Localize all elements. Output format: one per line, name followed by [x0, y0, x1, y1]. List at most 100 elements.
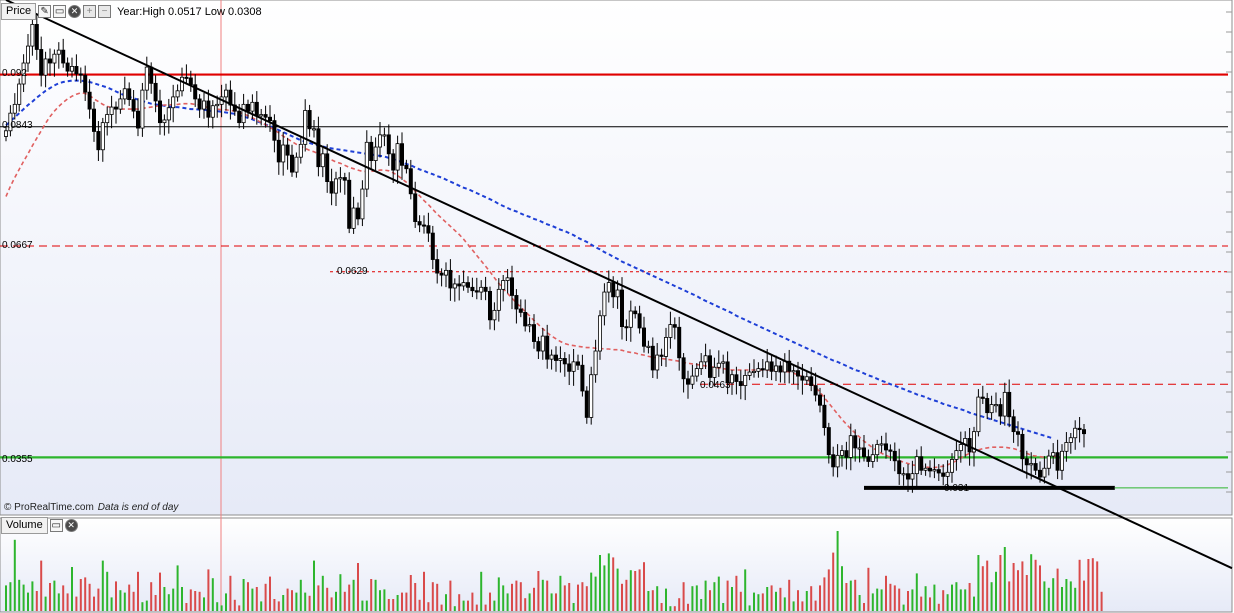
volume-bar [40, 560, 43, 611]
volume-bar [71, 567, 73, 611]
volume-bar [141, 602, 144, 611]
volume-bar [321, 575, 324, 611]
candle-body [237, 110, 242, 124]
candle-body [606, 282, 611, 293]
candle-body [74, 66, 79, 75]
volume-bar [106, 571, 109, 611]
candle-body [25, 45, 30, 64]
level-label-0092: 0.092 [2, 68, 28, 79]
candle-body [800, 375, 805, 381]
volume-bar [559, 575, 562, 611]
volume-bar [511, 583, 513, 611]
minus-icon[interactable]: − [98, 5, 112, 18]
volume-bar [643, 562, 645, 611]
volume-bar [770, 585, 773, 611]
volume-bar [189, 589, 192, 611]
volume-bar [31, 581, 34, 611]
watermark-note: Data is end of day [97, 502, 179, 513]
candle-body [615, 289, 620, 298]
volume-bar [66, 593, 69, 611]
candle-body [954, 450, 959, 460]
volume-bar [1043, 581, 1046, 611]
candle-body [21, 62, 26, 85]
volume-bar [207, 569, 210, 611]
candle-body [272, 120, 277, 141]
candle-body [844, 450, 849, 458]
candle-body [523, 311, 528, 327]
volume-bar [462, 600, 465, 611]
candle-body [791, 370, 796, 373]
volume-bar [357, 563, 359, 611]
plus-icon[interactable]: + [83, 5, 97, 18]
volume-bar [665, 588, 667, 611]
window-icon[interactable]: ▭ [49, 519, 63, 532]
candle-body [884, 443, 889, 451]
candle-body [329, 181, 334, 194]
volume-bar [524, 598, 527, 611]
volume-bar [735, 575, 738, 611]
volume-bar [629, 570, 632, 611]
volume-bar [823, 577, 826, 611]
candle-body [906, 473, 911, 480]
volume-bar [889, 583, 892, 611]
volume-bar [691, 586, 694, 611]
volume-bar [247, 582, 249, 611]
volume-bar [185, 603, 188, 611]
candle-body [56, 49, 61, 55]
candle-body [105, 114, 110, 124]
close-icon[interactable]: ✕ [68, 5, 82, 18]
volume-bar [150, 582, 153, 611]
candle-body [1046, 455, 1051, 469]
candle-body [818, 394, 823, 406]
window-icon[interactable]: ▭ [53, 5, 67, 18]
volume-bar [977, 555, 980, 611]
candle-body [303, 110, 308, 145]
candle-body [686, 378, 691, 385]
candle-body [267, 116, 272, 122]
volume-bar [84, 577, 87, 611]
volume-bar [748, 605, 751, 611]
volume-bar [797, 590, 799, 611]
candle-body [144, 66, 149, 91]
volume-bar [154, 595, 157, 611]
volume-bar [123, 592, 126, 611]
volume-bar [678, 598, 681, 611]
candle-body [171, 96, 176, 109]
candle-body [263, 114, 268, 118]
volume-bar [1078, 559, 1081, 611]
candle-body [756, 368, 761, 372]
volume-bar [845, 583, 848, 611]
candle-body [1060, 450, 1065, 471]
candle-body [985, 398, 990, 414]
volume-bar [137, 571, 139, 611]
downtrend-line [5, 0, 1233, 570]
volume-bar [744, 569, 747, 611]
candle-body [461, 282, 466, 287]
close-icon[interactable]: ✕ [64, 519, 78, 532]
volume-bar [704, 580, 707, 611]
candle-body [703, 355, 708, 363]
volume-bar [801, 601, 804, 611]
candle-body [347, 179, 352, 229]
volume-bar [308, 595, 311, 611]
candle-body [184, 76, 189, 79]
candle-body [250, 101, 255, 112]
volume-bar [1091, 558, 1094, 611]
volume-bar [27, 592, 29, 611]
candle-body [443, 269, 448, 276]
volume-bar [907, 591, 909, 611]
candle-body [404, 164, 409, 170]
volume-bar [159, 572, 161, 611]
volume-bar [533, 587, 535, 611]
volume-bar [225, 593, 227, 611]
volume-bar [339, 574, 342, 611]
candle-body [210, 105, 215, 118]
candle-body [778, 365, 783, 373]
candle-body [545, 335, 550, 360]
volume-bar [955, 582, 958, 611]
candle-body [765, 361, 770, 371]
wrench-icon[interactable]: ✎ [38, 5, 52, 18]
volume-bar [335, 591, 337, 611]
volume-bar [1065, 579, 1068, 611]
candle-body [822, 404, 827, 428]
